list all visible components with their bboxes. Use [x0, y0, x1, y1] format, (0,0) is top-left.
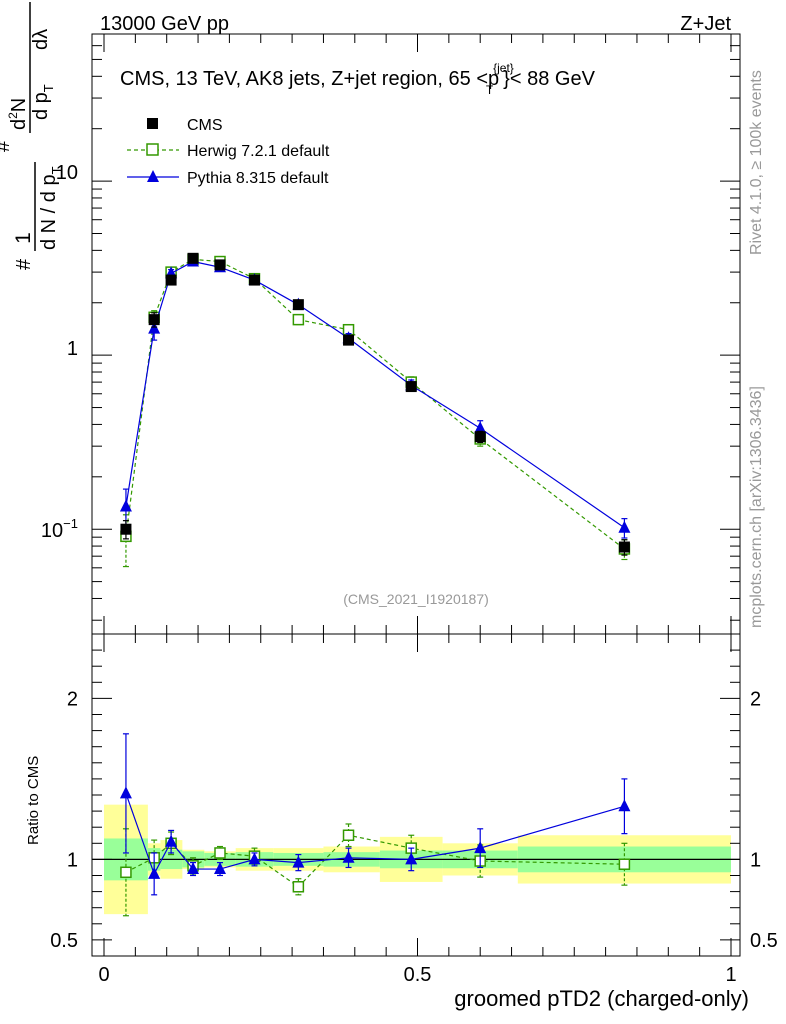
legend-pythia-label: Pythia 8.315 default: [187, 170, 329, 187]
ratio-tick-label-right-0.5: 0.5: [750, 930, 778, 952]
pythia-point: [474, 421, 487, 434]
ratio-plot-frame: [91, 633, 741, 957]
cms-point: [165, 274, 177, 286]
ratio-tick-labels: 0.5 0.5 1 1 2 2: [50, 688, 778, 952]
legend: CMS Herwig 7.2.1 default Pythia 8.315 de…: [127, 117, 330, 187]
legend-cms-marker: [147, 118, 158, 129]
x-tick-label-0: 0: [98, 964, 109, 986]
pythia-ratio-point: [187, 862, 200, 875]
cms-point: [148, 314, 160, 326]
pythia-point: [119, 499, 132, 512]
herwig-ratio-point: [292, 881, 305, 893]
herwig-series: [120, 253, 631, 568]
cms-point: [474, 431, 486, 443]
pythia-line: [125, 260, 625, 529]
legend-herwig-label: Herwig 7.2.1 default: [187, 143, 330, 160]
x-tick-label-1: 1: [725, 964, 736, 986]
herwig-ratio-point: [214, 847, 226, 859]
pythia-ratio-point: [618, 799, 631, 812]
pythia-ratio-point: [292, 855, 305, 868]
pythia-ratio-point: [213, 862, 226, 875]
pythia-ratio-point: [342, 850, 355, 863]
cms-point: [343, 334, 355, 346]
y-tick-label-0.1: 10−1: [41, 516, 78, 542]
pythia-ratio-point: [148, 866, 161, 879]
cms-point: [618, 541, 630, 553]
ratio-y-axis-label: Ratio to CMS: [25, 756, 42, 845]
main-y-axis-label: # 1 d N / d pT # d2N d pT dλ: [0, 2, 64, 270]
y-label-d2N: d2N: [6, 98, 30, 130]
legend-pythia-marker: [147, 170, 159, 182]
herwig-ratio-point: [120, 866, 132, 879]
cms-point: [248, 274, 260, 286]
ratio-tick-label-right-2: 2: [750, 688, 761, 710]
legend-herwig-marker: [146, 143, 159, 156]
x-axis-label: groomed pTD2 (charged-only): [454, 986, 749, 1011]
analysis-id-label: (CMS_2021_I1920187): [343, 591, 489, 607]
pythia-ratio-series: [119, 733, 631, 896]
y-tick-label-1: 1: [67, 338, 78, 360]
herwig-ratio-point: [618, 858, 631, 870]
y-label-dN: d N / d pT: [38, 166, 64, 250]
y-tick-labels: 10−1 1 10: [41, 162, 78, 542]
ratio-tick-label-right-1: 1: [750, 849, 761, 871]
herwig-point: [292, 313, 305, 326]
cms-point: [120, 523, 132, 535]
process-label: Z+Jet: [680, 13, 731, 35]
pythia-ratio-point: [474, 841, 487, 854]
herwig-ratio-point: [342, 829, 355, 841]
y-label-dlambda: dλ: [30, 29, 52, 50]
y-tick-label-10: 10: [56, 162, 78, 184]
herwig-line: [125, 258, 625, 550]
pythia-ratio-point: [405, 852, 418, 865]
cms-point: [405, 381, 417, 393]
x-tick-label-0.5: 0.5: [404, 964, 432, 986]
cms-point: [187, 252, 199, 264]
ratio-tick-label-left-0.5: 0.5: [50, 930, 78, 952]
ratio-tick-label-left-2: 2: [67, 688, 78, 710]
rivet-version-label: Rivet 4.1.0, ≥ 100k events: [748, 70, 765, 255]
cms-point: [292, 299, 304, 311]
y-label-hash: #: [13, 258, 35, 270]
ratio-tick-label-left-1: 1: [67, 849, 78, 871]
cms-point: [214, 259, 226, 271]
cms-series: [120, 252, 630, 556]
y-label-hash2: #: [0, 140, 14, 152]
pythia-point: [618, 520, 631, 533]
y-label-one: 1: [12, 232, 35, 244]
legend-cms-label: CMS: [187, 117, 223, 134]
mcplots-label: mcplots.cern.ch [arXiv:1306.3436]: [748, 386, 765, 628]
y-label-dp: d pT: [30, 84, 56, 120]
axis-ticks: [92, 33, 740, 956]
chart-title: CMS, 13 TeV, AK8 jets, Z+jet region, 65 …: [120, 61, 596, 97]
energy-label: 13000 GeV pp: [100, 13, 229, 35]
pythia-ratio-point: [119, 786, 132, 799]
pythia-ratio-point: [248, 852, 261, 865]
x-tick-labels: 0 0.5 1: [98, 964, 736, 986]
pythia-ratio-point: [165, 834, 178, 847]
